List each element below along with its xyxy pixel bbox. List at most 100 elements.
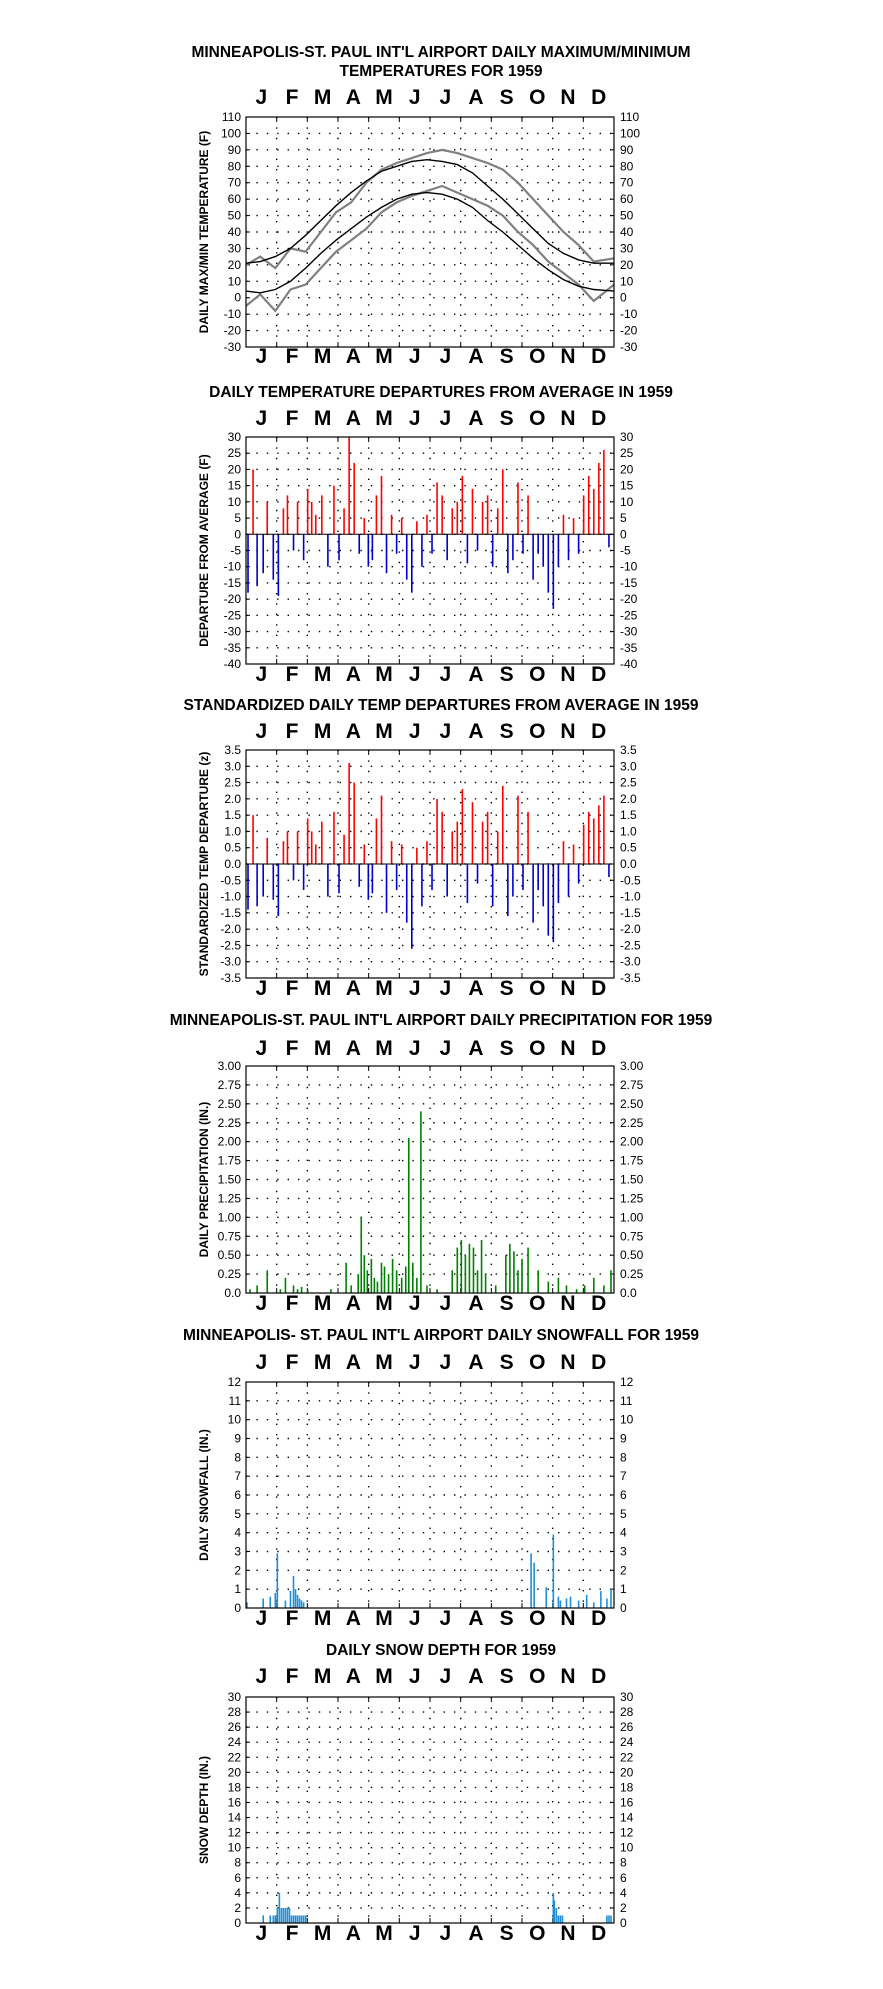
value-bar <box>505 1255 507 1293</box>
value-bar <box>363 1255 366 1293</box>
month-label-bottom: M <box>314 977 332 1000</box>
y-tick-label-right: 1.0 <box>620 824 637 838</box>
y-tick-label-left: 110 <box>222 110 241 124</box>
y-tick-label-left: 20 <box>228 258 242 272</box>
y-tick-label-left: -20 <box>224 592 242 606</box>
departure-bar <box>481 501 484 535</box>
y-tick-label-left: 8 <box>234 1450 241 1464</box>
value-bar <box>296 1594 299 1608</box>
month-label-top: J <box>409 1665 421 1688</box>
month-label-bottom: J <box>409 1292 421 1315</box>
value-bar <box>606 1598 608 1608</box>
month-label-bottom: A <box>346 1922 361 1945</box>
month-label-bottom: S <box>500 1922 514 1945</box>
value-bar <box>296 1289 299 1293</box>
departure-bar <box>456 501 459 535</box>
month-label-top: S <box>500 86 514 109</box>
chart-title-line2: TEMPERATURES FOR 1959 <box>340 63 543 80</box>
month-label-bottom: D <box>591 1292 606 1315</box>
departure-bar <box>552 534 555 609</box>
departure-bar <box>542 864 545 907</box>
y-tick-label-left: 0 <box>234 1601 241 1615</box>
y-tick-label-left: 1.0 <box>224 824 241 838</box>
y-tick-label-right: 0.0 <box>620 857 637 871</box>
departure-bar <box>537 864 539 891</box>
y-tick-label-left: 2 <box>234 1901 241 1915</box>
value-bar <box>266 1270 269 1293</box>
month-label-top: M <box>314 407 332 430</box>
month-label-bottom: A <box>346 1292 361 1315</box>
month-label-top: J <box>439 407 451 430</box>
y-tick-label-left: -15 <box>224 576 242 590</box>
month-label-bottom: M <box>375 1607 393 1630</box>
y-tick-label-right: 0.75 <box>620 1229 644 1243</box>
month-label-top: J <box>409 1351 421 1374</box>
month-label-top: J <box>255 407 267 430</box>
value-bar <box>559 1600 562 1608</box>
y-tick-label-right: 11 <box>620 1394 633 1408</box>
y-tick-label-right: 10 <box>620 495 634 509</box>
month-label-bottom: F <box>286 1922 299 1945</box>
departure-bar <box>582 495 585 535</box>
departure-bar <box>598 805 600 864</box>
plot-frame <box>245 1696 615 1924</box>
y-tick-label-right: 0 <box>620 1601 627 1615</box>
month-label-top: D <box>591 1351 606 1374</box>
y-tick-label-right: -35 <box>620 641 638 655</box>
value-bar <box>278 1892 281 1923</box>
departure-bar <box>247 864 249 910</box>
departure-bar <box>411 864 413 949</box>
y-axis-label: STANDARDIZED TEMP DEPARTURE (z) <box>197 752 211 977</box>
value-bar <box>302 1602 305 1608</box>
value-bar <box>555 1907 558 1923</box>
departure-bar <box>306 488 309 535</box>
value-bar <box>606 1915 608 1923</box>
value-bar <box>610 1589 612 1608</box>
month-label-bottom: A <box>468 977 483 1000</box>
departure-bar <box>592 818 595 864</box>
month-label-bottom: J <box>439 663 451 686</box>
departure-bar <box>486 811 489 864</box>
value-bar <box>246 1602 248 1608</box>
value-bar <box>533 1562 535 1608</box>
departure-bar <box>547 864 550 936</box>
departure-bar <box>471 802 474 864</box>
y-axis-label: DAILY PRECIPITATION (IN.) <box>197 1102 211 1258</box>
y-tick-label-right: 26 <box>620 1720 634 1734</box>
month-label-top: M <box>375 1351 393 1374</box>
y-tick-label-left: 60 <box>228 192 242 206</box>
value-bar <box>527 1247 529 1293</box>
departure-bar <box>486 495 489 535</box>
month-label-top: M <box>314 1351 332 1374</box>
value-bar <box>256 1285 258 1293</box>
value-bar <box>451 1270 454 1293</box>
y-tick-label-left: 1.75 <box>218 1154 242 1168</box>
value-bar <box>300 1915 303 1923</box>
departure-bar <box>282 508 285 535</box>
value-bar <box>537 1270 539 1293</box>
departure-bar <box>421 864 423 907</box>
departure-bar <box>527 495 529 535</box>
departure-bar <box>302 534 305 561</box>
departure-bar <box>367 534 370 567</box>
month-label-top: M <box>375 86 393 109</box>
value-bar <box>460 1240 463 1293</box>
y-tick-label-left: 70 <box>228 176 242 190</box>
y-tick-label-left: 16 <box>228 1795 242 1809</box>
y-tick-label-right: 100 <box>620 126 640 140</box>
value-bar <box>585 1594 588 1608</box>
value-bar <box>306 1289 309 1293</box>
value-bar <box>249 1289 251 1293</box>
y-axis-label: DEPARTURE FROM AVERAGE (F) <box>197 454 211 646</box>
month-label-bottom: S <box>500 1292 514 1315</box>
departure-bar <box>451 831 454 864</box>
month-label-bottom: J <box>409 1922 421 1945</box>
departure-bar <box>441 495 443 535</box>
month-label-bottom: J <box>409 1607 421 1630</box>
value-bar <box>592 1602 595 1608</box>
y-tick-label-right: 14 <box>620 1811 634 1825</box>
value-bar <box>521 1258 523 1293</box>
value-bar <box>292 1575 295 1608</box>
y-tick-label-right: 12 <box>620 1826 634 1840</box>
month-label-top: A <box>346 720 361 743</box>
